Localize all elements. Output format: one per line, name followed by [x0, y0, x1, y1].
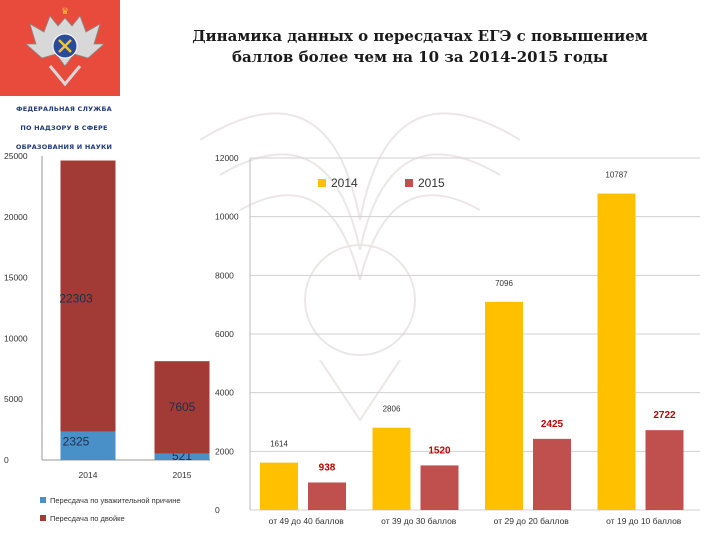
legend-label: 2014 — [331, 176, 358, 190]
legend-swatch — [40, 515, 46, 521]
bar-segment — [60, 160, 116, 432]
logo-line-3: ОБРАЗОВАНИЯ И НАУКИ — [15, 143, 113, 151]
y-tick-label: 0 — [4, 455, 9, 465]
bar — [260, 462, 298, 510]
svg-text:♛: ♛ — [61, 6, 69, 16]
data-label: 2806 — [383, 405, 401, 414]
x-tick-label: от 29 до 20 баллов — [494, 516, 570, 526]
data-label: 7096 — [495, 279, 513, 288]
y-tick-label: 0 — [215, 505, 220, 515]
x-tick-label: 2014 — [79, 470, 98, 480]
y-tick-label: 8000 — [215, 270, 234, 280]
legend-label: 2015 — [418, 176, 445, 190]
y-tick-label: 2000 — [215, 446, 234, 456]
bar — [420, 465, 459, 510]
bar — [485, 301, 523, 510]
data-label: 7605 — [169, 400, 196, 414]
y-tick-label: 25000 — [4, 151, 28, 161]
logo-line-1: ФЕДЕРАЛЬНАЯ СЛУЖБА — [16, 105, 112, 113]
title-line-2: баллов более чем на 10 за 2014-2015 годы — [232, 48, 608, 66]
legend-swatch — [318, 179, 326, 187]
data-label: 2425 — [541, 419, 564, 430]
title-line-1: Динамика данных о пересдачах ЕГЭ с повыш… — [192, 27, 648, 45]
bar — [372, 427, 411, 510]
bar — [597, 193, 636, 510]
bar-segment — [60, 431, 116, 460]
data-label: 22303 — [59, 292, 93, 306]
x-tick-label: от 49 до 40 баллов — [269, 516, 345, 526]
y-tick-label: 10000 — [4, 333, 28, 343]
eagle-emblem-icon: ♛ — [24, 6, 106, 87]
x-tick-label: 2015 — [173, 470, 192, 480]
agency-logo: ♛ ФЕДЕРАЛЬНАЯ СЛУЖБА ПО НАДЗОРУ В СФЕРЕ … — [0, 0, 128, 151]
logo-line-2: ПО НАДЗОРУ В СФЕРЕ — [20, 124, 108, 132]
legend-label: Пересдача по уважительной причине — [50, 496, 181, 505]
bar-segment — [154, 453, 210, 460]
data-label: 938 — [319, 462, 336, 473]
bar — [308, 482, 346, 510]
bar — [533, 438, 571, 510]
y-tick-label: 20000 — [4, 212, 28, 222]
page-title: Динамика данных о пересдачах ЕГЭ с повыш… — [160, 26, 680, 68]
data-label: 1614 — [270, 440, 288, 449]
legend-label: Пересдача по двойке — [50, 514, 125, 523]
data-label: 1520 — [428, 445, 451, 456]
bar — [645, 430, 684, 510]
x-tick-label: от 39 до 30 баллов — [381, 516, 457, 526]
y-tick-label: 6000 — [215, 329, 234, 339]
grouped-bar-chart: 0 2000 4000 6000 8000 10000 12000 1614 938 от 49 … — [215, 153, 700, 526]
x-tick-label: от 19 до 10 баллов — [606, 516, 682, 526]
y-tick-label: 12000 — [215, 153, 239, 163]
y-tick-label: 5000 — [4, 394, 23, 404]
stacked-bar-chart: 0500010000150002000025000232522303201452… — [4, 151, 210, 523]
data-label: 10787 — [605, 171, 628, 180]
legend-swatch — [405, 179, 413, 187]
data-label: 2325 — [63, 435, 90, 449]
y-tick-label: 4000 — [215, 388, 234, 398]
legend-swatch — [40, 497, 46, 503]
bar-segment — [154, 361, 210, 454]
y-tick-label: 15000 — [4, 273, 28, 283]
y-tick-label: 10000 — [215, 212, 239, 222]
data-label: 2722 — [653, 410, 676, 421]
